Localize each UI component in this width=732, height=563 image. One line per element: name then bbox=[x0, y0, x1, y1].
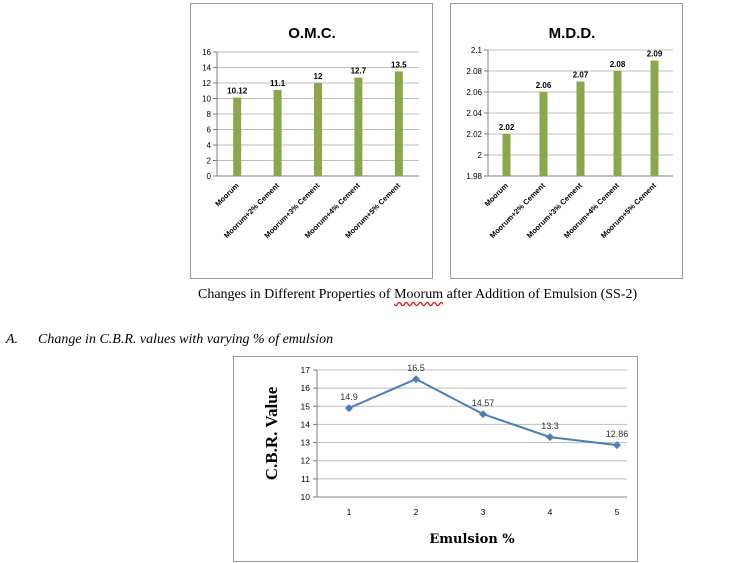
mdd-bar-chart: M.D.D. 1.98 2 2.02 2.04 2.06 2.08 2.1 2.02 Moorum… bbox=[466, 25, 673, 240]
mdd-bar bbox=[539, 92, 548, 176]
omc-y-tick-label: 0 bbox=[207, 172, 212, 181]
mdd-data-label: 2.06 bbox=[536, 81, 552, 90]
mdd-data-label: 2.09 bbox=[647, 50, 663, 59]
cbr-data-point bbox=[546, 433, 554, 442]
cbr-data-label: 12.86 bbox=[606, 429, 629, 439]
omc-bar bbox=[314, 83, 322, 176]
mdd-x-tick-label: Moorum bbox=[483, 181, 511, 209]
cbr-y-tick-label: 11 bbox=[301, 474, 310, 484]
caption-text-before: Changes in Different Properties of bbox=[198, 287, 395, 302]
omc-chart-title: O.M.C. bbox=[288, 25, 336, 42]
cbr-data-label: 16.5 bbox=[407, 363, 425, 373]
omc-x-tick-label: Moorum bbox=[213, 181, 241, 209]
cbr-y-tick-label: 15 bbox=[301, 401, 311, 411]
omc-bar bbox=[354, 77, 363, 176]
mdd-bar bbox=[502, 134, 511, 176]
omc-data-label: 12.7 bbox=[351, 67, 367, 76]
caption-moorum-word: Moorum bbox=[394, 287, 444, 302]
omc-y-tick-label: 2 bbox=[207, 157, 212, 166]
section-text: Change in C.B.R. values with varying % o… bbox=[38, 332, 334, 347]
cbr-x-tick-label: 1 bbox=[347, 507, 352, 517]
cbr-data-point bbox=[412, 375, 420, 384]
cbr-y-axis-title: C.B.R. Value bbox=[262, 386, 281, 480]
cbr-data-label: 14.57 bbox=[472, 398, 495, 408]
mdd-bar bbox=[613, 71, 622, 176]
mdd-data-label: 2.02 bbox=[499, 123, 515, 132]
omc-bar bbox=[233, 97, 242, 176]
cbr-x-tick-label: 3 bbox=[481, 507, 486, 517]
cbr-data-point bbox=[613, 441, 621, 450]
mdd-y-tick-label: 1.98 bbox=[466, 172, 482, 181]
mdd-y-tick-label: 2.08 bbox=[466, 67, 482, 76]
omc-data-label: 11.1 bbox=[270, 79, 286, 88]
omc-y-tick-label: 6 bbox=[207, 126, 212, 135]
cbr-x-tick-label: 2 bbox=[414, 507, 419, 517]
section-label: A. bbox=[6, 332, 19, 347]
mdd-y-tick-label: 2 bbox=[478, 151, 483, 160]
mdd-y-tick-label: 2.06 bbox=[466, 88, 482, 97]
cbr-data-point bbox=[479, 410, 487, 419]
omc-y-tick-label: 4 bbox=[207, 141, 212, 150]
cbr-chart-panel: 10 11 12 13 14 15 16 17 1 2 3 4 5 14.9 16.5 14.57 13.3 12… bbox=[233, 356, 638, 562]
cbr-y-tick-label: 12 bbox=[301, 456, 311, 466]
cbr-x-tick-label: 4 bbox=[548, 507, 553, 517]
figure-caption: Changes in Different Properties of Mooru… bbox=[198, 287, 637, 303]
cbr-data-label: 13.3 bbox=[541, 421, 559, 431]
omc-data-label: 10.12 bbox=[227, 87, 248, 96]
mdd-bar bbox=[576, 81, 585, 176]
omc-bar-chart: O.M.C.024681012141610.12Moorum11.1Moorum… bbox=[202, 25, 419, 240]
mdd-chart-title: M.D.D. bbox=[549, 25, 596, 42]
caption-text-after: after Addition of Emulsion (SS-2) bbox=[443, 287, 638, 302]
omc-data-label: 12 bbox=[314, 72, 323, 81]
mdd-y-tick-label: 2.02 bbox=[466, 130, 482, 139]
cbr-y-tick-label: 13 bbox=[301, 438, 311, 448]
mdd-data-label: 2.08 bbox=[610, 60, 626, 69]
omc-bar bbox=[273, 89, 282, 176]
mdd-bar bbox=[650, 60, 659, 176]
mdd-data-label: 2.07 bbox=[573, 71, 589, 80]
omc-bar bbox=[394, 71, 403, 176]
mdd-y-tick-label: 2.1 bbox=[471, 46, 483, 55]
omc-y-tick-label: 8 bbox=[207, 110, 212, 119]
cbr-y-tick-label: 10 bbox=[301, 492, 311, 502]
mdd-y-tick-label: 2.04 bbox=[466, 109, 482, 118]
section-heading: A. Change in C.B.R. values with varying %… bbox=[6, 332, 333, 348]
omc-y-tick-label: 14 bbox=[202, 64, 211, 73]
cbr-x-tick-label: 5 bbox=[615, 507, 620, 517]
cbr-y-tick-label: 17 bbox=[301, 365, 311, 375]
cbr-data-point bbox=[345, 404, 353, 413]
omc-y-tick-label: 10 bbox=[202, 95, 211, 104]
cbr-data-label: 14.9 bbox=[340, 392, 358, 402]
cbr-y-tick-label: 14 bbox=[301, 419, 311, 429]
cbr-y-tick-label: 16 bbox=[301, 383, 311, 393]
mdd-chart-panel: M.D.D. 1.98 2 2.02 2.04 2.06 2.08 2.1 2.02 Moorum… bbox=[450, 3, 683, 279]
omc-y-tick-label: 16 bbox=[202, 48, 211, 57]
omc-data-label: 13.5 bbox=[391, 60, 407, 69]
omc-chart-panel: O.M.C. 0 2 4 6 8 10 12 14 16 10.12 Moorum 11.1 Moorum… bbox=[190, 3, 433, 279]
omc-y-tick-label: 12 bbox=[202, 79, 211, 88]
cbr-x-axis-title: Emulsion % bbox=[429, 532, 515, 547]
